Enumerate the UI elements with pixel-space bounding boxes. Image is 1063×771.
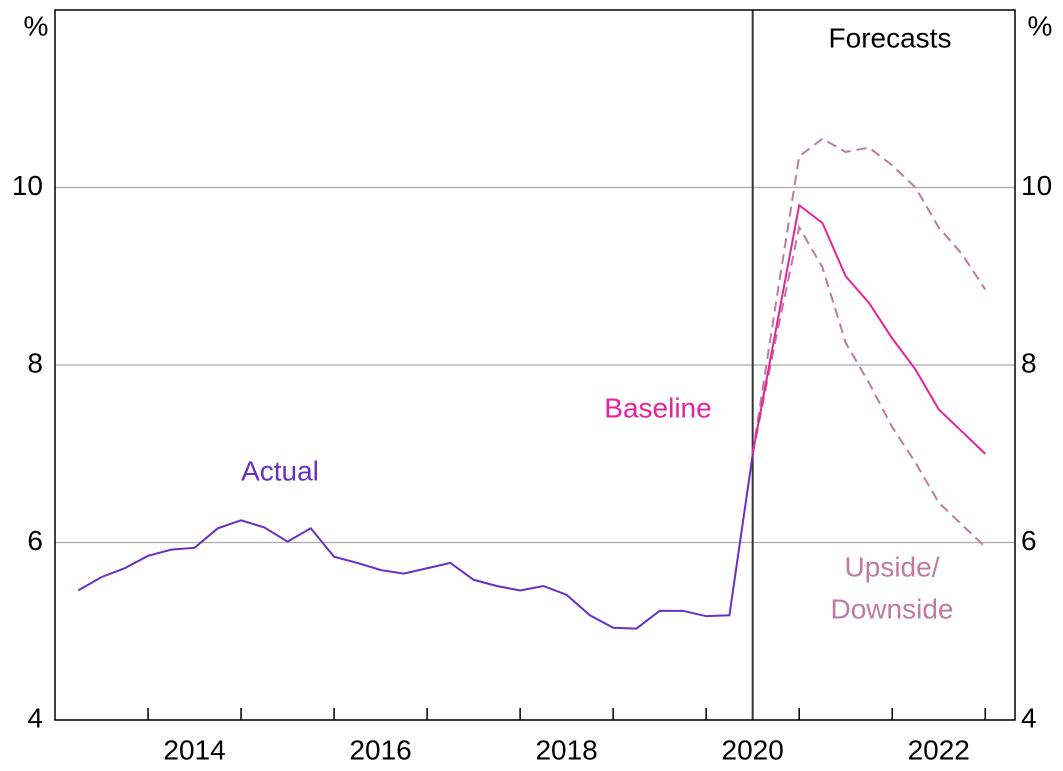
y-tick-label: 8 <box>27 347 43 378</box>
y2-tick-label: 10 <box>1021 170 1052 201</box>
y2-tick-label: 6 <box>1021 525 1037 556</box>
x-tick-label: 2014 <box>163 734 225 765</box>
y-tick-label: 6 <box>27 525 43 556</box>
series-line <box>77 454 754 630</box>
y-unit: % <box>24 10 49 41</box>
y-tick-label: 10 <box>12 170 43 201</box>
y2-tick-label: 4 <box>1021 702 1037 733</box>
scenario-label: Upside/ <box>845 551 940 582</box>
x-tick-label: 2018 <box>535 734 597 765</box>
x-tick-label: 2016 <box>349 734 411 765</box>
plot-frame <box>54 9 1016 721</box>
forecast-label: Forecasts <box>829 22 952 53</box>
scenario-label: Downside <box>831 593 954 624</box>
scenario-line <box>751 224 986 548</box>
y-tick-label: 4 <box>27 702 43 733</box>
series-line <box>751 203 986 455</box>
y2-unit: % <box>1028 10 1053 41</box>
series-label: Baseline <box>604 392 711 423</box>
x-tick-label: 2022 <box>908 734 970 765</box>
scenario-line <box>751 137 987 454</box>
x-tick-label: 2020 <box>722 734 784 765</box>
series-label: Actual <box>241 455 319 486</box>
y2-tick-label: 8 <box>1021 347 1037 378</box>
